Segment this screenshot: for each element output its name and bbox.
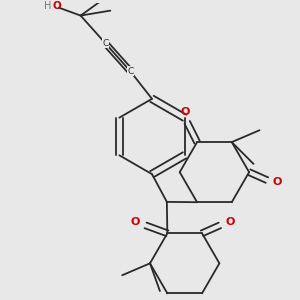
Text: O: O — [225, 218, 235, 227]
Text: O: O — [52, 1, 61, 11]
Text: O: O — [181, 107, 190, 117]
Text: H: H — [44, 1, 51, 11]
Text: O: O — [131, 218, 140, 227]
Text: C: C — [127, 67, 133, 76]
Text: C: C — [102, 39, 109, 48]
Text: O: O — [272, 177, 281, 187]
